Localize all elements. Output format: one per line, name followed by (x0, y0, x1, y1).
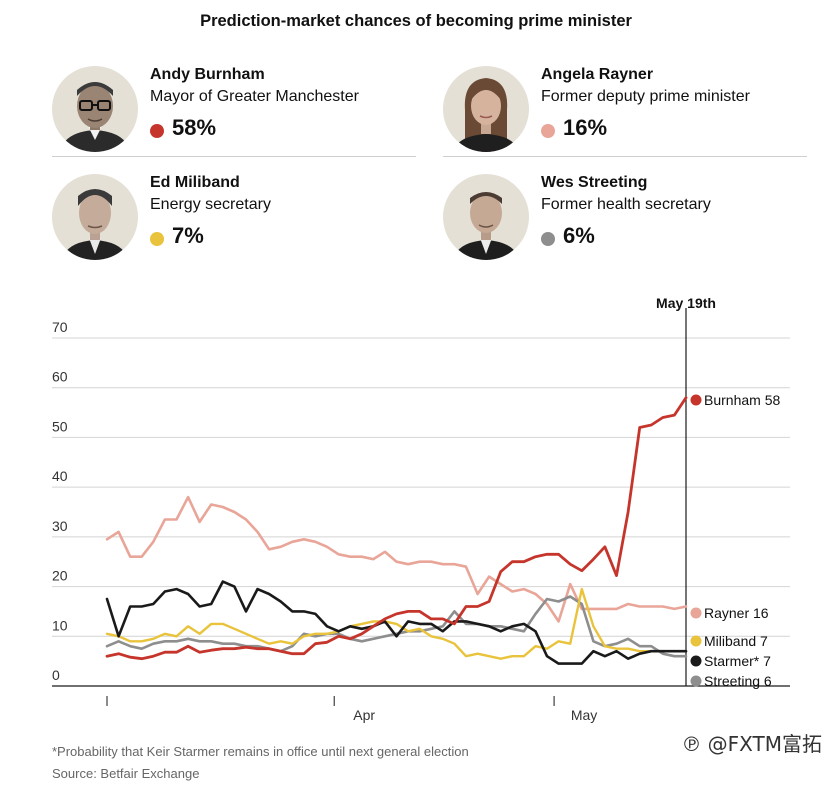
end-label-burnham: Burnham 58 (704, 392, 780, 408)
x-tick-label: Apr (353, 707, 375, 723)
end-dot-starmer (690, 655, 702, 667)
candidate-role: Former health secretary (541, 196, 711, 213)
y-tick-label: 20 (52, 568, 68, 584)
legend-dot-streeting (541, 232, 555, 246)
date-marker-label: May 19th (656, 295, 716, 311)
end-label-starmer: Starmer* 7 (704, 653, 771, 669)
y-tick-label: 40 (52, 468, 68, 484)
end-dot-rayner (690, 607, 702, 619)
source-note: Source: Betfair Exchange (52, 766, 200, 781)
y-tick-label: 0 (52, 667, 60, 683)
candidate-percent: 58% (172, 115, 217, 140)
series-line-burnham (105, 396, 688, 661)
series-line-rayner (105, 495, 688, 623)
end-dot-burnham (690, 394, 702, 406)
footnote: *Probability that Keir Starmer remains i… (52, 744, 469, 759)
series-line-miliband (105, 587, 688, 660)
candidate-percent: 6% (563, 223, 595, 248)
watermark: ℗ @FXTM富拓 (681, 732, 822, 756)
chart-title: Prediction-market chances of becoming pr… (200, 12, 632, 30)
candidate-percent: 7% (172, 223, 204, 248)
candidate-card-rayner: Angela Rayner Former deputy prime minist… (443, 60, 807, 157)
candidate-role: Energy secretary (150, 196, 271, 213)
candidate-role: Mayor of Greater Manchester (150, 88, 359, 105)
series-line-starmer (105, 580, 688, 665)
end-label-rayner: Rayner 16 (704, 605, 769, 621)
end-label-streeting: Streeting 6 (704, 673, 772, 689)
candidate-role: Former deputy prime minister (541, 88, 750, 105)
legend-dot-burnham (150, 124, 164, 138)
y-tick-label: 10 (52, 617, 68, 633)
y-tick-label: 60 (52, 369, 68, 385)
legend-dot-miliband (150, 232, 164, 246)
y-tick-label: 70 (52, 319, 68, 335)
end-dot-miliband (690, 635, 702, 647)
legend-dot-rayner (541, 124, 555, 138)
portrait-streeting (443, 174, 529, 260)
end-dot-streeting (690, 675, 702, 687)
y-tick-label: 30 (52, 518, 68, 534)
candidate-card-burnham: Andy Burnham Mayor of Greater Manchester… (52, 60, 416, 157)
portrait-burnham (52, 66, 138, 152)
line-chart: 70 60 50 40 30 20 10 0 Apr May May 19th Burnham 58 R… (52, 295, 790, 723)
end-label-miliband: Miliband 7 (704, 633, 768, 649)
series-line-streeting (105, 595, 688, 658)
portrait-miliband (52, 174, 138, 260)
candidate-name: Wes Streeting (541, 174, 648, 191)
candidate-name: Andy Burnham (150, 66, 265, 83)
portrait-rayner (443, 66, 529, 152)
candidate-name: Ed Miliband (150, 174, 240, 191)
candidate-name: Angela Rayner (541, 66, 654, 83)
candidate-card-miliband: Ed Miliband Energy secretary 7% (52, 168, 416, 264)
x-tick-label: May (571, 707, 597, 723)
candidate-percent: 16% (563, 115, 608, 140)
candidate-card-streeting: Wes Streeting Former health secretary 6% (443, 168, 807, 264)
y-tick-label: 50 (52, 418, 68, 434)
